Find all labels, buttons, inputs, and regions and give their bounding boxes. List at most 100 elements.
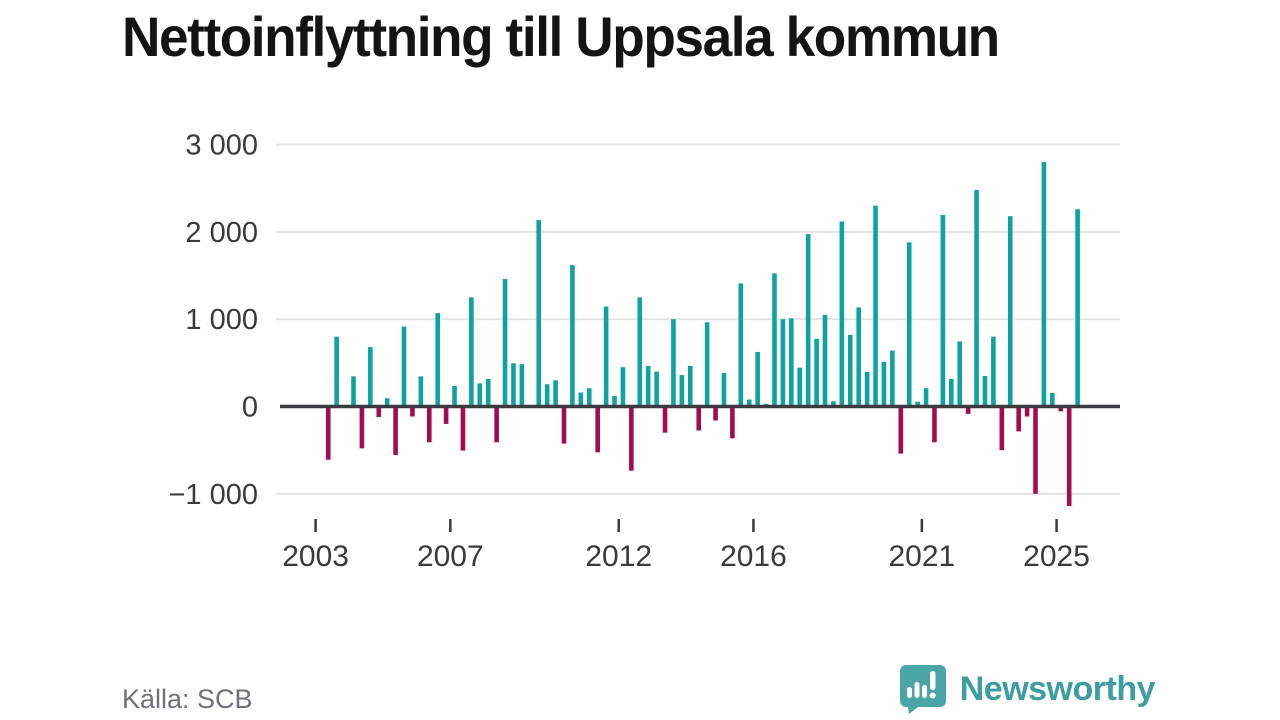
bar-2017Q3	[805, 234, 811, 407]
bar-2016Q1	[755, 351, 760, 407]
bar-2006Q1	[418, 376, 424, 407]
bar-2020Q2	[898, 406, 904, 454]
bar-2010Q4	[578, 392, 584, 407]
bar-2020Q4	[915, 401, 920, 407]
bar-2003Q2	[325, 406, 331, 460]
x-tick-label-2012: 2012	[585, 540, 652, 573]
bar-2008Q4	[511, 363, 516, 407]
bar-2022Q2	[965, 406, 971, 414]
bar-2010Q2	[561, 406, 567, 444]
bar-2005Q2	[393, 406, 398, 455]
bar-2006Q4	[443, 406, 449, 424]
bar-2021Q3	[940, 214, 946, 407]
bar-2012Q4	[645, 365, 651, 407]
bar-2009Q4	[544, 384, 550, 407]
bar-2009Q1	[519, 364, 525, 407]
bar-2021Q2	[932, 406, 937, 443]
bar-2016Q4	[780, 319, 786, 407]
y-tick-label-3000: 3 000	[185, 130, 258, 162]
bar-2015Q2	[730, 406, 735, 439]
chart-title: Nettoinflyttning till Uppsala kommun	[122, 5, 1000, 68]
bar-2012Q2	[629, 406, 634, 471]
bar-2020Q1	[890, 350, 895, 407]
bar-2004Q3	[368, 347, 373, 407]
bar-2005Q4	[410, 406, 415, 417]
source-label: Källa: SCB	[122, 684, 253, 714]
bar-2011Q3	[603, 306, 609, 407]
bar-2007Q4	[477, 383, 483, 407]
net-migration-bar-chart: 3 000 2 000 1 000 0 −1 000 2003 2007 2012 2016 20…	[168, 130, 1120, 573]
y-tick-label--1000: −1 000	[168, 479, 258, 511]
bar-2014Q1	[687, 365, 693, 407]
bar-2021Q1	[923, 388, 929, 407]
bar-2019Q1	[856, 307, 861, 407]
bar-2018Q1	[822, 314, 828, 407]
bar-2008Q3	[502, 279, 508, 407]
bar-2004Q1	[351, 376, 356, 407]
bar-2017Q4	[814, 338, 819, 407]
bar-2014Q4	[713, 406, 718, 421]
bar-2008Q1	[485, 379, 491, 407]
bar-2013Q2	[662, 406, 668, 433]
bar-2024Q2	[1033, 406, 1038, 494]
bar-2024Q1	[1024, 406, 1030, 417]
x-tick-label-2021: 2021	[888, 540, 955, 573]
bar-2021Q4	[949, 379, 954, 407]
bar-2010Q3	[570, 265, 575, 407]
bar-2015Q3	[738, 283, 744, 407]
y-tick-label-1000: 1 000	[185, 304, 258, 336]
bar-2023Q1	[991, 336, 996, 407]
newsworthy-wordmark: Newsworthy	[959, 669, 1156, 708]
bar-2024Q4	[1050, 392, 1055, 407]
bar-2005Q3	[401, 326, 407, 407]
bar-2018Q2	[831, 401, 836, 407]
bar-2004Q4	[376, 406, 382, 417]
bar-2005Q1	[384, 398, 390, 407]
bar-2024Q3	[1041, 162, 1047, 407]
bar-2014Q2	[696, 406, 702, 431]
bar-2020Q3	[906, 242, 912, 407]
bar-2015Q1	[721, 372, 727, 407]
bar-2018Q4	[847, 334, 853, 407]
bar-2013Q3	[671, 319, 676, 407]
x-tick-label-2016: 2016	[720, 540, 787, 573]
bar-2019Q2	[864, 372, 870, 407]
bar-2011Q2	[595, 406, 600, 453]
bar-2012Q3	[637, 297, 643, 407]
bar-2007Q3	[469, 297, 474, 407]
bar-2019Q4	[881, 361, 887, 407]
bar-2022Q3	[974, 189, 979, 407]
bar-2006Q2	[426, 406, 432, 443]
bar-2011Q4	[612, 396, 617, 407]
bar-2006Q3	[435, 313, 440, 407]
bar-2015Q4	[746, 399, 752, 407]
x-tick-label-2025: 2025	[1023, 540, 1090, 573]
bar-2017Q1	[789, 318, 794, 407]
x-tick-label-2003: 2003	[282, 540, 349, 573]
bar-2011Q1	[586, 388, 592, 407]
bar-2008Q2	[494, 406, 499, 443]
bar-2003Q3	[334, 336, 339, 407]
newsworthy-logo-icon	[899, 665, 946, 714]
bar-2023Q3	[1007, 216, 1013, 407]
bar-2023Q4	[1016, 406, 1021, 432]
bar-2010Q1	[553, 380, 558, 407]
bar-2019Q3	[873, 205, 878, 407]
bar-2009Q3	[536, 220, 542, 407]
brand-lockup: Newsworthy	[898, 663, 1156, 715]
bar-2004Q2	[359, 406, 365, 449]
bar-2007Q1	[452, 385, 457, 407]
bar-2025Q3	[1075, 209, 1080, 407]
bar-2023Q2	[999, 406, 1005, 451]
bar-2014Q3	[704, 322, 710, 407]
bar-2007Q2	[460, 406, 466, 451]
y-tick-label-0: 0	[242, 392, 258, 424]
bar-2018Q3	[839, 221, 845, 407]
bar-2013Q4	[679, 375, 685, 407]
bar-2017Q2	[797, 367, 803, 407]
bar-2022Q1	[957, 341, 963, 407]
bar-2025Q1	[1058, 406, 1064, 412]
bar-2022Q4	[982, 375, 988, 407]
bar-2012Q1	[620, 367, 626, 407]
